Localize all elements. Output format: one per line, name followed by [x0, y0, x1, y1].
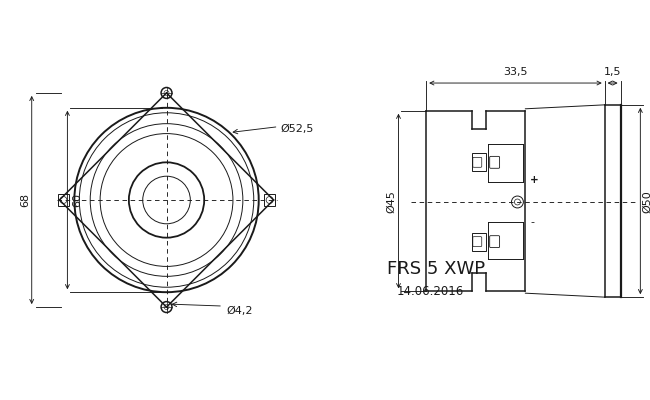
Text: 60: 60	[72, 193, 83, 207]
Bar	[472, 233, 486, 250]
Text: FRS 5 XWP: FRS 5 XWP	[387, 260, 485, 278]
Text: 1,5: 1,5	[604, 67, 621, 77]
Text: Ø45: Ø45	[387, 190, 396, 214]
Text: +: +	[530, 175, 539, 185]
Text: 33,5: 33,5	[503, 67, 528, 77]
Text: Ø52,5: Ø52,5	[281, 124, 314, 134]
Text: 68: 68	[20, 193, 30, 207]
Bar	[264, 194, 275, 206]
Text: -: -	[530, 217, 534, 227]
Bar	[58, 194, 69, 206]
Text: Ø50: Ø50	[642, 191, 650, 213]
Text: 14.06.2016: 14.06.2016	[396, 285, 463, 298]
Text: Ø4,2: Ø4,2	[226, 306, 252, 316]
Bar	[472, 154, 486, 171]
